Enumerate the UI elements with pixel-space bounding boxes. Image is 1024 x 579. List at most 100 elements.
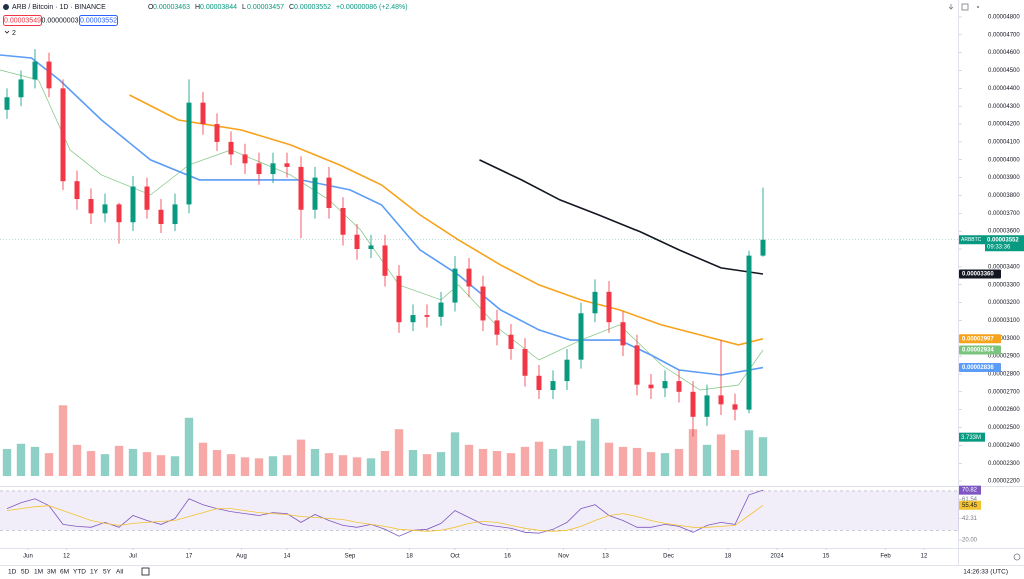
volume-bar [660, 453, 670, 476]
x-tick-label: 14 [284, 554, 291, 560]
sell-price[interactable]: 0.00003549 [4, 17, 41, 24]
ohlc-label: O [148, 4, 154, 11]
volume-bar [478, 448, 488, 476]
candle-body [326, 177, 332, 208]
y-tick-label: 0.00004300 [988, 104, 1020, 110]
volume-bar [632, 447, 642, 476]
y-tick-label: 0.00002300 [988, 461, 1020, 467]
candle-body [508, 334, 514, 349]
volume-bar [142, 452, 152, 476]
x-tick-label: 18 [406, 554, 413, 560]
more-icon[interactable] [977, 6, 979, 8]
candle-body [214, 124, 220, 142]
settings-icon[interactable] [1013, 553, 1021, 561]
candle-body [466, 268, 472, 287]
volume-bar [184, 417, 194, 476]
x-tick-label: 2024 [770, 554, 784, 560]
candle-body [102, 204, 108, 214]
candle-body [368, 245, 374, 250]
y-tick-label: 0.00002800 [988, 372, 1020, 378]
range-button[interactable]: 5Y [103, 569, 112, 576]
volume-bar [604, 442, 614, 476]
sell-button[interactable] [3, 15, 42, 26]
download-icon[interactable] [948, 4, 954, 10]
x-tick-label: 12 [921, 554, 928, 560]
range-button[interactable]: 1D [8, 569, 17, 576]
ma-last-tag [959, 363, 1001, 373]
ma-last-tag [959, 334, 1001, 344]
y-tick-label: 0.00002200 [988, 479, 1020, 485]
candle-body [172, 204, 178, 225]
candle-body [760, 239, 766, 256]
x-tick-label: Aug [236, 554, 247, 560]
moving-average [0, 54, 764, 376]
symbol-icon [3, 4, 9, 10]
y-tick-label: 0.00002700 [988, 389, 1020, 395]
volume-bar [170, 456, 180, 476]
volume-bar [520, 446, 530, 476]
indicator-count[interactable]: 2 [12, 30, 16, 37]
ma-last-label: 0.00002934 [962, 348, 994, 354]
y-tick-label: 0.00002400 [988, 443, 1020, 449]
x-tick-label: Sep [345, 554, 356, 560]
x-tick-label: 18 [725, 554, 732, 560]
x-tick-label: Jul [129, 554, 137, 560]
volume-bar [422, 454, 432, 476]
volume-bar [114, 445, 124, 476]
volume-bar [744, 430, 754, 476]
range-button[interactable]: YTD [73, 569, 86, 576]
candle-body [186, 102, 192, 205]
volume-bar [338, 455, 348, 476]
buy-button[interactable] [79, 15, 118, 26]
candle-body [46, 61, 52, 89]
rsi-tick-label: 61.54 [962, 497, 978, 503]
candle-body [396, 275, 402, 323]
candle-body [746, 255, 752, 410]
range-buttons: 1D 5D 1M 3M 6M YTD 1Y 5Y All [8, 569, 124, 576]
range-button[interactable]: All [116, 569, 124, 576]
candle-body [354, 234, 360, 250]
ohlc-label: H [195, 4, 200, 11]
ohlc-value: 0.00003457 [247, 4, 284, 11]
candle-body [648, 384, 654, 389]
y-tick-label: 0.00003700 [988, 211, 1020, 217]
candle-body [634, 345, 640, 385]
volume-bar [366, 458, 376, 476]
collapse-icon[interactable] [4, 30, 10, 34]
range-button[interactable]: 1Y [90, 569, 99, 576]
ohlc-label: L [242, 4, 246, 11]
volume-bar [72, 444, 82, 476]
rsi-value-tag [959, 500, 981, 510]
volume-bar [436, 452, 446, 476]
candle-body [480, 286, 486, 321]
candle-body [424, 315, 430, 317]
volume-bar [534, 441, 544, 476]
range-button[interactable]: 5D [21, 569, 30, 576]
candle-body [438, 302, 444, 317]
volume-bar [394, 429, 404, 476]
volume-bar [44, 453, 54, 476]
range-button[interactable]: 3M [47, 569, 56, 576]
volume-bar [198, 442, 208, 476]
range-button[interactable]: 1M [34, 569, 43, 576]
ma-last-tag [959, 269, 1001, 279]
volume-bar [408, 450, 418, 476]
volume-bar [310, 448, 320, 476]
range-button[interactable]: 6M [60, 569, 69, 576]
calendar-icon[interactable] [141, 567, 150, 576]
y-tick-label: 0.00002500 [988, 425, 1020, 431]
maximize-icon[interactable] [961, 3, 969, 11]
candle-body [18, 79, 24, 98]
moving-average [479, 159, 764, 275]
overlay: ARB / Bitcoin · 1D · BINANCE O 0.00003463… [3, 3, 1021, 576]
y-tick-label: 0.00003200 [988, 300, 1020, 306]
buy-price[interactable]: 0.00003552 [80, 17, 117, 24]
candle-body [550, 381, 556, 391]
ohlc-label: C [289, 4, 294, 11]
y-tick-label: 0.00003900 [988, 175, 1020, 181]
x-tick-label: Feb [880, 554, 891, 560]
candle-body [270, 163, 276, 175]
ma-last-label: 0.00002836 [962, 365, 994, 371]
y-tick-label: 0.00004600 [988, 50, 1020, 56]
volume-bar [212, 450, 222, 476]
